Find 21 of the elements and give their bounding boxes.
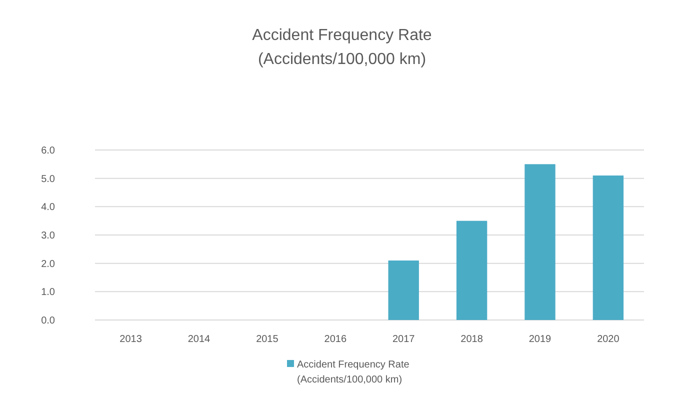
- bar: [592, 176, 624, 320]
- x-tick-label: 2015: [256, 334, 279, 345]
- x-tick-label: 2013: [120, 334, 142, 345]
- x-tick-label: 2016: [324, 334, 347, 345]
- y-tick-label: 5.0: [41, 174, 56, 185]
- bar: [524, 164, 556, 320]
- x-tick-label: 2014: [188, 334, 211, 345]
- x-tick-label: 2020: [597, 334, 620, 345]
- y-tick-label: 1.0: [41, 287, 56, 298]
- x-tick-label: 2018: [460, 334, 484, 345]
- x-tick-label: 2019: [528, 334, 552, 345]
- bar: [388, 260, 419, 320]
- y-tick-label: 0.0: [41, 316, 56, 326]
- y-tick-label: 4.0: [41, 202, 56, 214]
- chart-title: Accident Frequency Rate (Accidents/100,000 km): [252, 27, 432, 68]
- legend-label: Accident Frequency Rate (Accidents/100,000 km): [297, 360, 410, 386]
- x-tick-label: 2017: [392, 334, 416, 345]
- y-tick-label: 6.0: [41, 146, 56, 156]
- y-tick-label: 3.0: [41, 230, 56, 242]
- bar: [456, 220, 488, 320]
- y-tick-label: 2.0: [41, 258, 56, 270]
